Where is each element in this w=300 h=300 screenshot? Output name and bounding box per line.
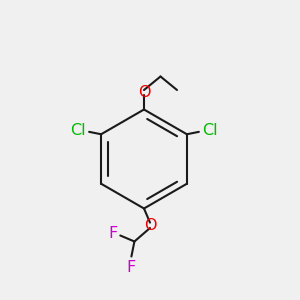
Text: F: F xyxy=(127,260,136,274)
Text: O: O xyxy=(138,85,150,100)
Text: F: F xyxy=(109,226,118,242)
Text: O: O xyxy=(144,218,156,232)
Text: Cl: Cl xyxy=(70,124,86,138)
Text: Cl: Cl xyxy=(202,124,218,138)
